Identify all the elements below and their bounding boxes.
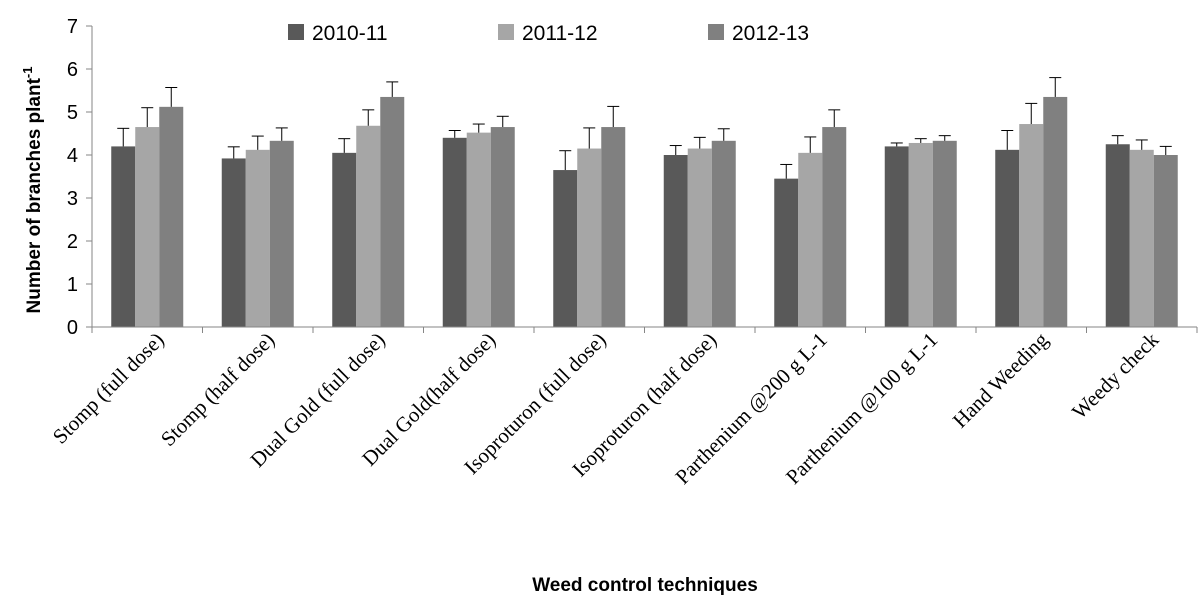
bar-2010-11-5 — [663, 155, 688, 327]
legend: 2010-11 2011-12 2012-13 — [288, 22, 809, 45]
legend-swatch-2012-13 — [708, 24, 724, 40]
legend-label-2012-13: 2012-13 — [732, 22, 809, 45]
bar-2012-13-7 — [932, 140, 957, 327]
y-tick-label: 1 — [67, 274, 78, 296]
bar-2010-11-4 — [553, 170, 578, 327]
bar-2012-13-9 — [1153, 155, 1178, 327]
bar-2011-12-9 — [1129, 149, 1154, 327]
y-tick-label: 3 — [67, 188, 78, 210]
y-tick-label: 0 — [67, 317, 78, 339]
bar-2011-12-1 — [245, 149, 270, 327]
bar-2011-12-5 — [687, 148, 712, 327]
bar-2012-13-1 — [269, 140, 294, 327]
bar-2010-11-6 — [774, 178, 799, 327]
legend-swatch-2010-11 — [288, 24, 304, 40]
bar-2010-11-1 — [221, 158, 246, 327]
bars — [111, 77, 1178, 327]
x-tick-label: Stomp (full dose) — [48, 328, 169, 449]
bar-2010-11-3 — [442, 137, 467, 327]
bar-2011-12-2 — [356, 125, 381, 327]
bar-2011-12-8 — [1019, 124, 1044, 327]
x-axis-title: Weed control techniques — [532, 575, 758, 596]
x-tick-label: Hand Weeding — [948, 327, 1053, 432]
x-axis: Stomp (full dose)Stomp (half dose)Dual G… — [48, 326, 1198, 489]
y-tick-label: 5 — [67, 102, 78, 124]
bar-2010-11-0 — [111, 146, 136, 327]
x-tick-label: Stomp (half dose) — [156, 328, 279, 451]
bar-2012-13-5 — [711, 140, 736, 327]
bar-2012-13-3 — [490, 127, 515, 327]
y-axis-title-superscript: -1 — [20, 67, 35, 79]
bar-2012-13-6 — [822, 127, 847, 327]
legend-swatch-2011-12 — [498, 24, 514, 40]
y-tick-label: 4 — [67, 145, 78, 167]
y-tick-label: 7 — [67, 16, 78, 38]
y-tick-label: 6 — [67, 59, 78, 81]
y-axis-title-main: Number of branches plant — [24, 77, 45, 313]
bar-2010-11-2 — [332, 152, 357, 327]
bar-2012-13-2 — [380, 96, 405, 327]
y-axis: 0 1 2 3 4 5 6 7 — [67, 16, 93, 339]
bar-2011-12-4 — [577, 148, 602, 327]
bar-2010-11-8 — [995, 149, 1020, 327]
bar-2011-12-6 — [798, 152, 823, 327]
bar-2010-11-9 — [1105, 144, 1130, 327]
bar-2010-11-7 — [884, 146, 909, 327]
bar-2011-12-3 — [466, 132, 491, 327]
bar-2012-13-0 — [159, 106, 184, 327]
bar-2012-13-4 — [601, 127, 626, 327]
x-tick-label: Weedy check — [1067, 327, 1164, 424]
legend-label-2010-11: 2010-11 — [312, 22, 388, 45]
bar-2011-12-0 — [135, 127, 160, 327]
y-tick-label: 2 — [67, 231, 78, 253]
bar-2011-12-7 — [908, 142, 933, 327]
legend-label-2011-12: 2011-12 — [522, 22, 598, 45]
bar-2012-13-8 — [1043, 96, 1068, 327]
y-axis-title: Number of branches plant-1 — [20, 67, 45, 314]
